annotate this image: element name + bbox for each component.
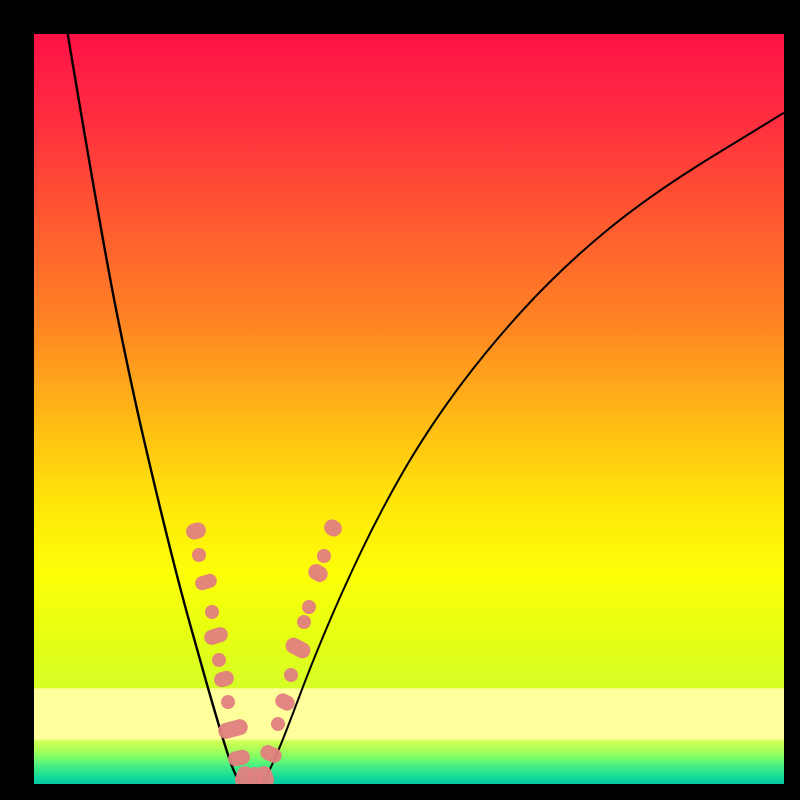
marker-right	[302, 600, 316, 614]
marker-right	[317, 549, 331, 563]
marker-left	[221, 695, 235, 709]
curve-right-branch	[263, 113, 784, 784]
marker-left	[192, 548, 206, 562]
frame-border	[0, 0, 34, 800]
marker-right	[297, 615, 311, 629]
frame-border	[784, 0, 800, 800]
chart-root: TheBottleneck.com	[0, 0, 800, 800]
marker-right	[271, 717, 285, 731]
plot-area	[34, 34, 784, 784]
marker-left	[205, 605, 219, 619]
marker-left	[212, 653, 226, 667]
frame-border	[0, 784, 800, 800]
v-curve	[34, 34, 784, 784]
curve-left-branch	[68, 34, 241, 784]
frame-border	[0, 0, 800, 34]
marker-right	[284, 668, 298, 682]
